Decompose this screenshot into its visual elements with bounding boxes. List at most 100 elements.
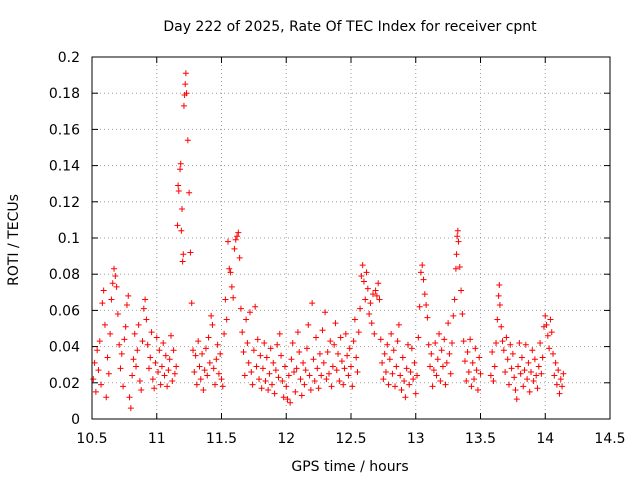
y-tick-label: 0.2 — [58, 50, 80, 66]
data-point — [399, 354, 406, 361]
data-point — [269, 381, 276, 388]
data-point — [465, 368, 472, 375]
data-point — [367, 300, 374, 307]
data-point — [153, 334, 160, 341]
data-point — [338, 358, 345, 365]
data-point — [287, 399, 294, 406]
data-point — [351, 316, 358, 323]
data-point — [410, 376, 417, 383]
data-point — [201, 367, 208, 374]
data-point — [426, 363, 433, 370]
data-point — [389, 370, 396, 377]
data-point — [358, 273, 365, 280]
x-tick-label: 13.5 — [465, 431, 496, 447]
data-point — [252, 303, 259, 310]
data-point — [382, 368, 389, 375]
data-point — [511, 374, 518, 381]
data-point — [464, 349, 471, 356]
data-point — [174, 222, 181, 229]
data-point — [471, 376, 478, 383]
data-point — [271, 390, 278, 397]
data-point — [439, 363, 446, 370]
data-point — [537, 339, 544, 346]
data-point — [222, 296, 229, 303]
data-point — [553, 381, 560, 388]
data-point — [368, 320, 375, 327]
data-point — [135, 321, 142, 328]
data-point — [373, 292, 380, 299]
data-point — [296, 349, 303, 356]
y-tick-label: 0.1 — [58, 231, 80, 247]
data-point — [430, 367, 437, 374]
data-point — [191, 368, 198, 375]
data-point — [126, 394, 133, 401]
data-point — [311, 377, 318, 384]
data-point — [218, 376, 225, 383]
data-point — [560, 370, 567, 377]
y-tick-label: 0.04 — [49, 340, 80, 356]
data-point — [328, 383, 335, 390]
data-point — [224, 238, 231, 245]
data-point — [461, 358, 468, 365]
data-point — [281, 363, 288, 370]
data-point — [344, 352, 351, 359]
data-point — [318, 372, 325, 379]
data-point — [179, 258, 186, 265]
data-point — [332, 320, 339, 327]
data-point — [341, 365, 348, 372]
data-point — [114, 311, 121, 318]
data-point — [355, 329, 362, 336]
data-point — [147, 354, 154, 361]
data-point — [275, 374, 282, 381]
y-tick-label: 0.02 — [49, 376, 80, 392]
data-point — [505, 381, 512, 388]
data-point — [266, 370, 273, 377]
data-point — [244, 339, 251, 346]
data-point — [538, 370, 545, 377]
data-point — [164, 383, 171, 390]
data-point — [476, 354, 483, 361]
data-point — [140, 305, 147, 312]
data-point — [552, 359, 559, 366]
data-point — [180, 251, 187, 258]
data-point — [276, 330, 283, 337]
data-point — [131, 330, 138, 337]
data-point — [226, 265, 233, 272]
data-point — [559, 383, 566, 390]
data-point — [319, 327, 326, 334]
data-point — [205, 334, 212, 341]
data-point — [246, 309, 253, 316]
data-point — [178, 227, 185, 234]
data-point — [520, 383, 527, 390]
data-point — [149, 376, 156, 383]
data-point — [117, 365, 124, 372]
data-point — [195, 338, 202, 345]
data-point — [494, 316, 501, 323]
data-point — [421, 291, 428, 298]
data-point — [113, 283, 120, 290]
data-point — [411, 359, 418, 366]
data-point — [192, 352, 199, 359]
data-point — [105, 370, 112, 377]
data-point — [223, 316, 230, 323]
data-point — [143, 316, 150, 323]
data-point — [548, 329, 555, 336]
data-point — [451, 296, 458, 303]
data-point — [167, 332, 174, 339]
data-point — [227, 269, 234, 276]
data-point — [445, 320, 452, 327]
data-point — [133, 363, 140, 370]
data-point — [162, 352, 169, 359]
data-point — [289, 339, 296, 346]
chart-title: Day 222 of 2025, Rate Of TEC Index for r… — [163, 19, 537, 35]
x-tick-label: 14 — [536, 431, 554, 447]
data-point — [253, 363, 260, 370]
data-point — [397, 372, 404, 379]
data-point — [90, 376, 97, 383]
data-point — [386, 356, 393, 363]
data-point — [508, 365, 515, 372]
data-point — [528, 368, 535, 375]
data-point — [372, 287, 379, 294]
x-tick-label: 11 — [148, 431, 166, 447]
data-point — [454, 233, 461, 240]
